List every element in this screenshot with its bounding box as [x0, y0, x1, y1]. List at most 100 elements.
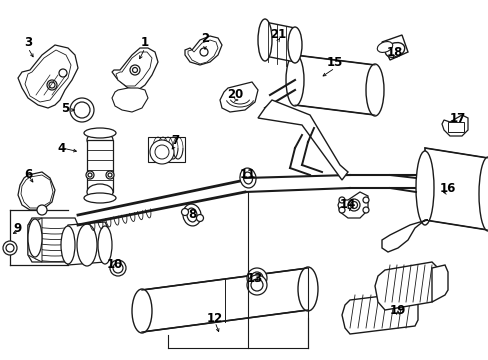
- Text: 6: 6: [24, 168, 32, 181]
- Text: 5: 5: [61, 102, 69, 114]
- Circle shape: [37, 205, 47, 215]
- Circle shape: [200, 48, 207, 56]
- Circle shape: [250, 272, 263, 284]
- Polygon shape: [28, 218, 42, 262]
- Polygon shape: [116, 52, 152, 86]
- Ellipse shape: [258, 19, 271, 61]
- Circle shape: [362, 197, 368, 203]
- Polygon shape: [337, 192, 367, 218]
- Polygon shape: [431, 265, 447, 302]
- Ellipse shape: [287, 27, 302, 63]
- Text: 4: 4: [58, 141, 66, 154]
- Polygon shape: [142, 268, 307, 332]
- Ellipse shape: [61, 226, 75, 264]
- Circle shape: [6, 244, 14, 252]
- Circle shape: [246, 268, 266, 288]
- Circle shape: [70, 98, 94, 122]
- Circle shape: [47, 80, 57, 90]
- Text: 7: 7: [171, 134, 179, 147]
- Circle shape: [59, 69, 67, 77]
- Circle shape: [88, 173, 92, 177]
- Polygon shape: [187, 40, 218, 64]
- Polygon shape: [264, 22, 294, 62]
- Circle shape: [49, 82, 55, 88]
- Text: 9: 9: [14, 221, 22, 234]
- Ellipse shape: [87, 132, 113, 148]
- Circle shape: [181, 208, 188, 216]
- Polygon shape: [381, 220, 427, 252]
- Circle shape: [3, 241, 17, 255]
- Circle shape: [196, 215, 203, 221]
- Polygon shape: [258, 100, 347, 180]
- Text: 10: 10: [107, 258, 123, 271]
- Circle shape: [130, 65, 140, 75]
- Text: 18: 18: [386, 45, 403, 58]
- Circle shape: [113, 263, 123, 273]
- Text: 11: 11: [240, 168, 256, 181]
- Circle shape: [155, 145, 169, 159]
- Ellipse shape: [240, 168, 256, 188]
- Ellipse shape: [365, 64, 383, 116]
- Ellipse shape: [478, 157, 488, 231]
- Circle shape: [86, 171, 94, 179]
- Circle shape: [350, 202, 357, 208]
- Polygon shape: [112, 48, 158, 90]
- Ellipse shape: [285, 54, 304, 106]
- Polygon shape: [28, 218, 78, 262]
- Ellipse shape: [87, 184, 113, 200]
- Circle shape: [246, 275, 266, 295]
- Circle shape: [347, 199, 359, 211]
- Polygon shape: [18, 172, 55, 210]
- Polygon shape: [441, 115, 467, 136]
- Ellipse shape: [98, 226, 112, 264]
- Ellipse shape: [243, 172, 252, 184]
- Ellipse shape: [84, 193, 116, 203]
- Polygon shape: [381, 35, 407, 60]
- Ellipse shape: [84, 128, 116, 138]
- Circle shape: [74, 102, 90, 118]
- Text: 2: 2: [201, 31, 209, 45]
- Text: 12: 12: [206, 311, 223, 324]
- Text: 16: 16: [439, 181, 455, 194]
- Ellipse shape: [77, 224, 97, 266]
- Polygon shape: [447, 122, 463, 132]
- Text: 17: 17: [449, 112, 465, 125]
- Polygon shape: [220, 82, 258, 112]
- Circle shape: [338, 207, 345, 213]
- Text: 8: 8: [187, 208, 196, 221]
- Ellipse shape: [183, 204, 201, 226]
- Text: 1: 1: [141, 36, 149, 49]
- Polygon shape: [65, 222, 108, 265]
- Ellipse shape: [186, 208, 197, 222]
- Text: 20: 20: [226, 89, 243, 102]
- Polygon shape: [25, 50, 71, 102]
- Circle shape: [150, 140, 174, 164]
- Text: 15: 15: [326, 55, 343, 68]
- Polygon shape: [374, 262, 437, 310]
- Ellipse shape: [28, 219, 42, 257]
- Ellipse shape: [415, 151, 433, 225]
- Ellipse shape: [297, 267, 317, 311]
- Circle shape: [362, 207, 368, 213]
- Polygon shape: [294, 55, 374, 115]
- Polygon shape: [21, 175, 53, 208]
- Ellipse shape: [132, 289, 152, 333]
- Circle shape: [132, 68, 137, 72]
- Circle shape: [110, 260, 126, 276]
- Ellipse shape: [385, 42, 404, 57]
- Text: 19: 19: [389, 303, 406, 316]
- Polygon shape: [112, 88, 148, 112]
- Circle shape: [108, 173, 112, 177]
- Circle shape: [338, 197, 345, 203]
- Text: 3: 3: [24, 36, 32, 49]
- Text: 13: 13: [246, 271, 263, 284]
- Text: 21: 21: [269, 28, 285, 41]
- Circle shape: [106, 171, 114, 179]
- Text: 14: 14: [339, 198, 355, 211]
- Polygon shape: [341, 292, 417, 334]
- Polygon shape: [424, 148, 487, 230]
- Polygon shape: [184, 36, 222, 65]
- Polygon shape: [18, 45, 78, 108]
- Polygon shape: [87, 140, 113, 192]
- Ellipse shape: [377, 41, 392, 53]
